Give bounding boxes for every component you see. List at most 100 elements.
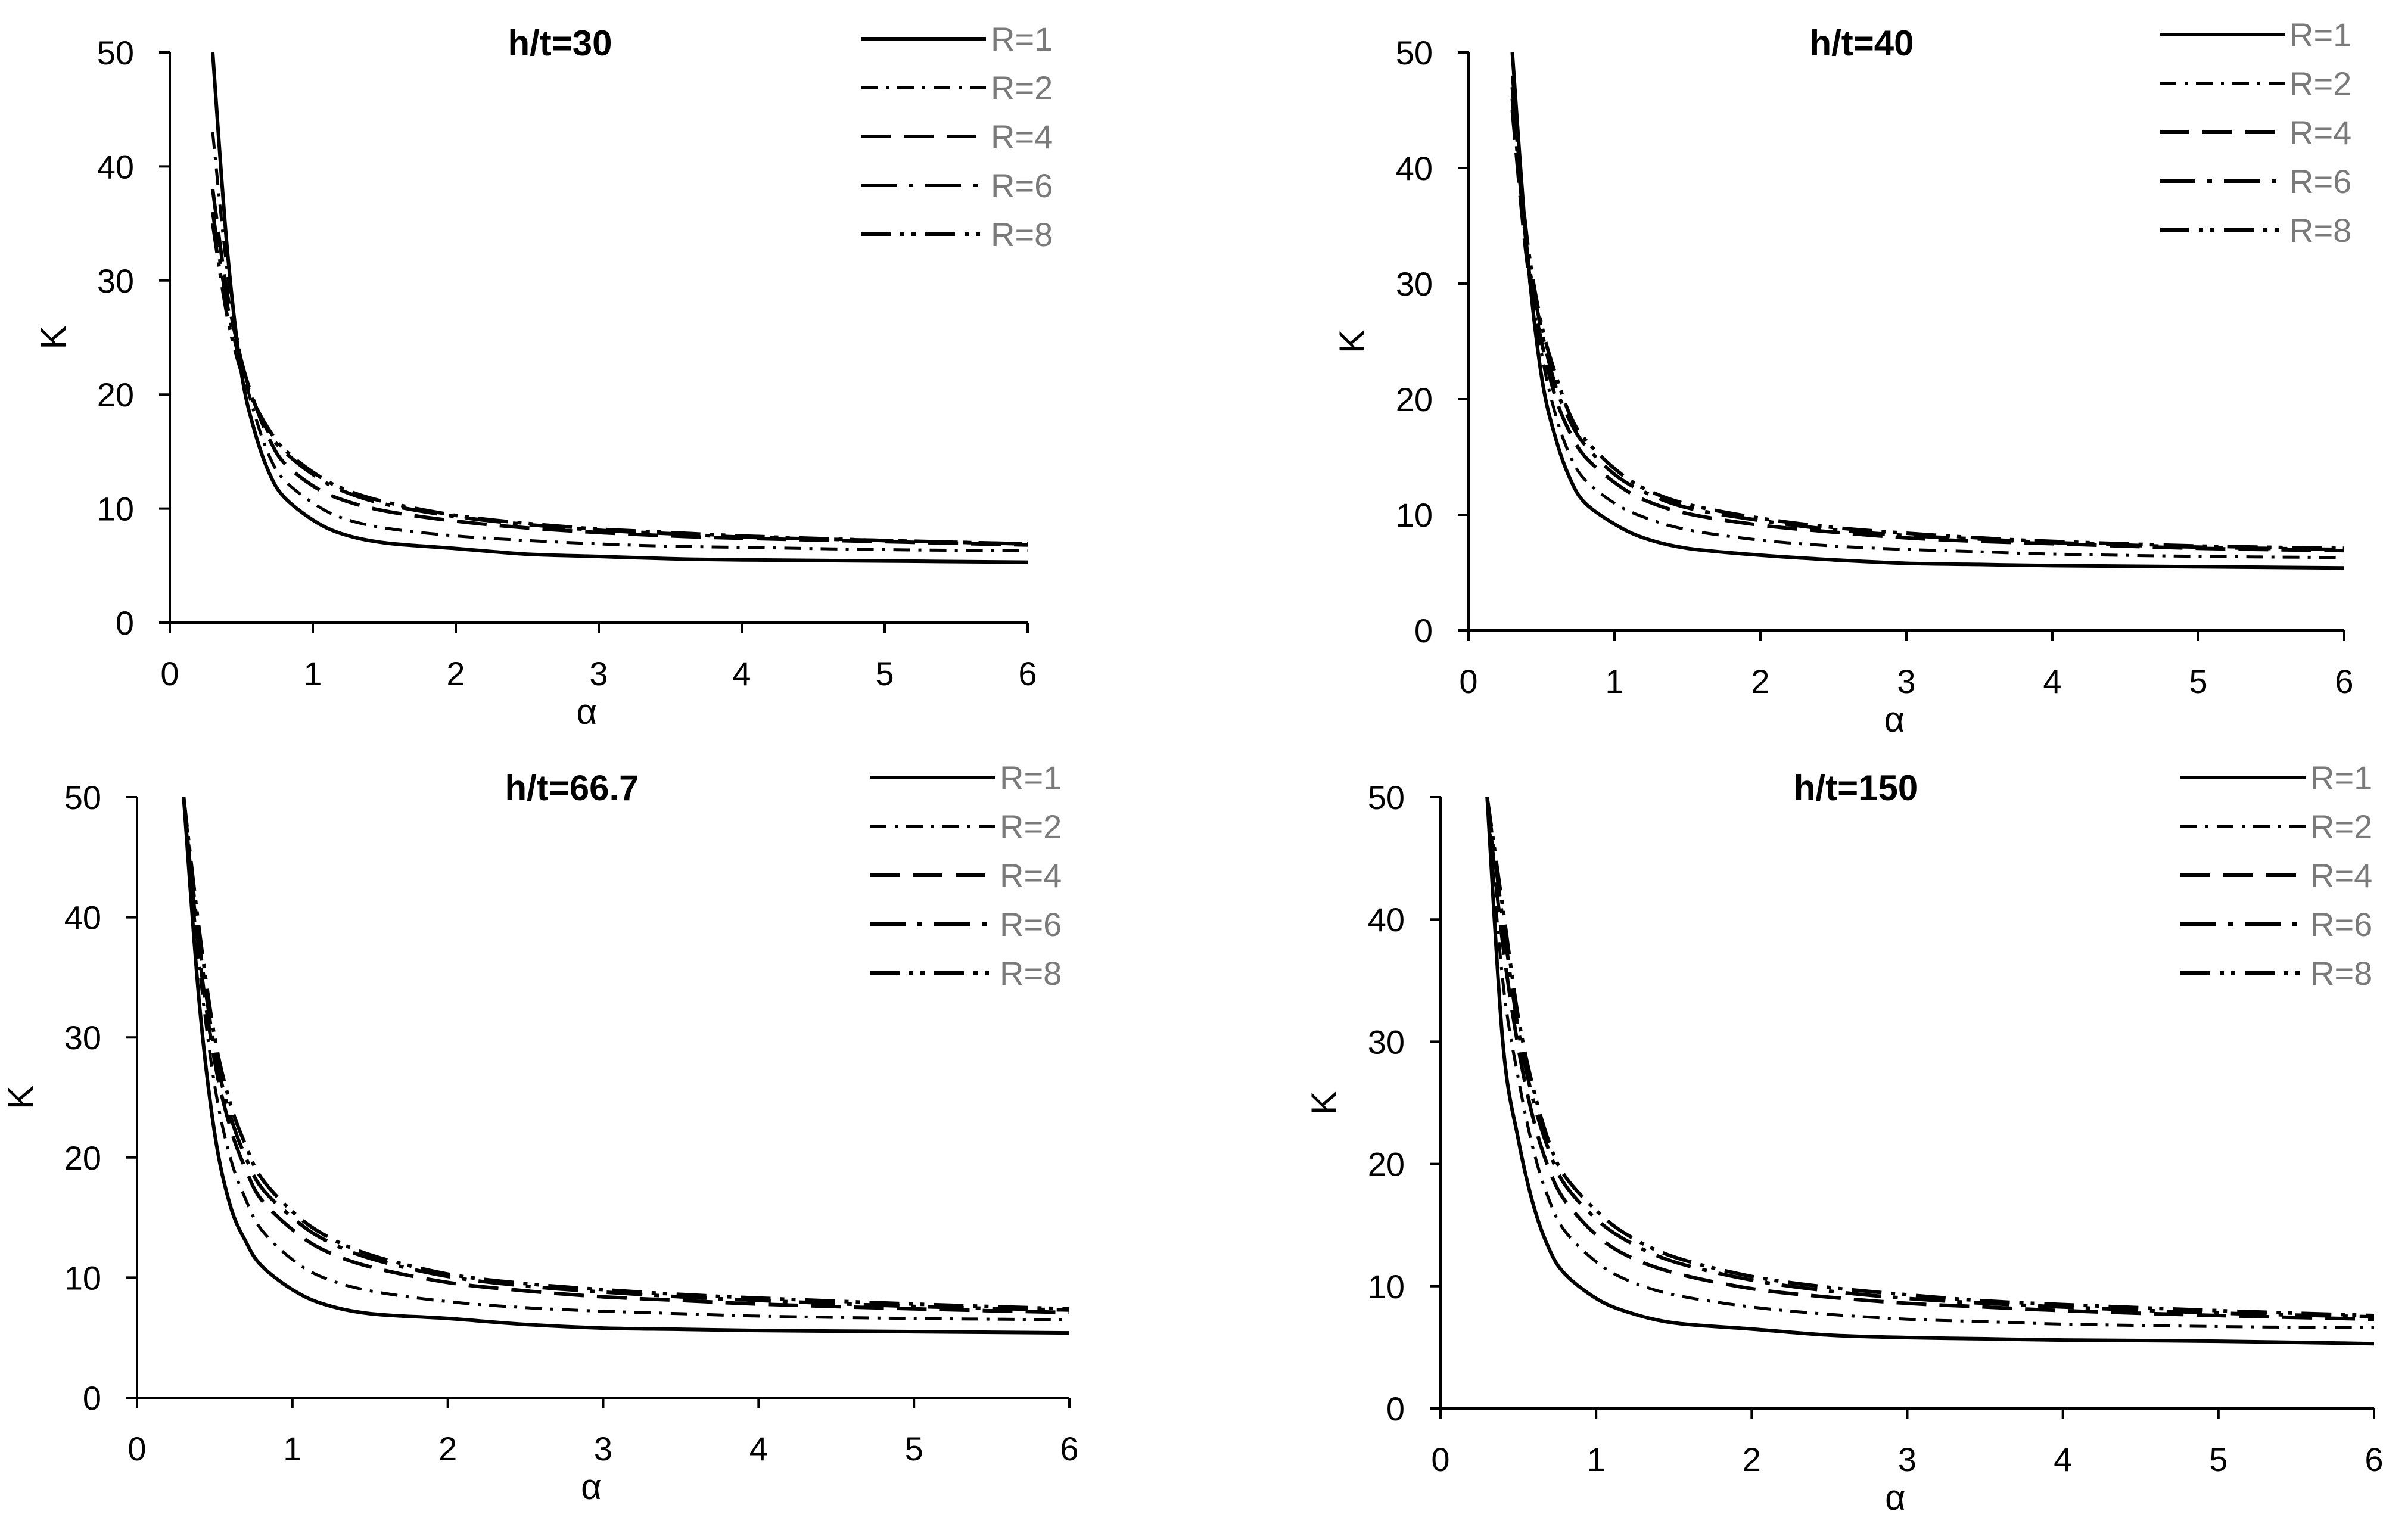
y-tick-label: 20 <box>64 1139 101 1177</box>
series-line-R=2 <box>182 797 1070 1321</box>
series-line-R=8 <box>182 797 1070 1311</box>
y-tick-label: 10 <box>1396 496 1433 534</box>
x-tick-label: 3 <box>1897 663 1915 700</box>
y-tick-label: 20 <box>1368 1146 1405 1183</box>
series-line-R=8 <box>1510 86 2345 551</box>
x-tick-label: 4 <box>2043 663 2061 700</box>
y-tick-label: 20 <box>1396 381 1433 418</box>
legend-label: R=1 <box>2310 759 2372 797</box>
series-group <box>1485 797 2375 1346</box>
y-tick-label: 0 <box>1386 1390 1405 1428</box>
series-line-R=4 <box>182 797 1070 1314</box>
legend: R=1 R=2 R=4 R=6 R=8 <box>2160 16 2351 249</box>
legend-label: R=6 <box>1000 906 1062 943</box>
y-tick-label: 50 <box>97 34 134 71</box>
y-tick-label: 30 <box>1396 265 1433 303</box>
x-tick-label: 4 <box>749 1430 768 1467</box>
x-tick-label: 3 <box>589 655 608 692</box>
x-tick-label: 6 <box>2335 663 2353 700</box>
series-line-R=1 <box>1510 52 2345 570</box>
y-tick-label: 10 <box>97 490 134 528</box>
y-tick-label: 50 <box>1368 779 1405 816</box>
legend-label: R=2 <box>1000 808 1062 845</box>
x-tick-label: 2 <box>1751 663 1769 700</box>
legend-label: R=6 <box>2289 163 2351 200</box>
legend-label: R=8 <box>2289 212 2351 249</box>
y-tick-label: 0 <box>1414 612 1433 649</box>
x-tick-label: 0 <box>1431 1441 1449 1478</box>
legend-label: R=2 <box>2289 65 2351 102</box>
series-line-R=8 <box>1485 797 2375 1317</box>
y-tick-label: 40 <box>1368 901 1405 938</box>
y-axis-label: K <box>1304 1091 1344 1115</box>
y-axis-label: K <box>1 1086 41 1109</box>
series-line-R=6 <box>211 212 1028 546</box>
series-line-R=1 <box>182 797 1070 1335</box>
y-tick-label: 10 <box>1368 1268 1405 1305</box>
series-line-R=2 <box>1511 75 2345 559</box>
legend-label: R=1 <box>1000 759 1062 797</box>
x-tick-label: 1 <box>1587 1441 1606 1478</box>
y-tick-label: 30 <box>64 1019 101 1056</box>
y-axis-label: K <box>1332 329 1372 353</box>
y-tick-label: 30 <box>1368 1023 1405 1061</box>
legend-label: R=8 <box>2310 954 2372 992</box>
legend: R=1 R=2 R=4 R=6 R=8 <box>2180 759 2372 992</box>
x-tick-label: 3 <box>1898 1441 1917 1478</box>
x-tick-label: 5 <box>2209 1441 2227 1478</box>
x-axis-label: α <box>577 692 598 732</box>
x-tick-label: 0 <box>1459 663 1477 700</box>
series-line-R=2 <box>211 132 1028 552</box>
series-line-R=8 <box>211 223 1028 546</box>
chart-title: h/t=150 <box>1794 768 1918 808</box>
series-group <box>1510 52 2345 570</box>
legend-label: R=4 <box>991 118 1053 156</box>
x-tick-label: 2 <box>1743 1441 1761 1478</box>
x-tick-label: 2 <box>446 655 465 692</box>
series-line-R=6 <box>1510 98 2345 552</box>
x-tick-label: 5 <box>2189 663 2207 700</box>
legend-label: R=4 <box>2310 857 2372 894</box>
x-tick-label: 4 <box>732 655 751 692</box>
x-tick-label: 5 <box>905 1430 923 1467</box>
chart-panel-3: 0 10 20 30 40 50 0 1 2 3 4 5 6 α Kh/t=66.7 R=1 R=2 R=4 R=6… <box>1 759 1079 1507</box>
x-tick-label: 3 <box>594 1430 612 1467</box>
series-line-R=1 <box>1485 797 2375 1346</box>
x-tick-label: 1 <box>1605 663 1623 700</box>
series-group <box>211 52 1028 564</box>
chart-title: h/t=30 <box>508 23 612 63</box>
legend: R=1 R=2 R=4 R=6 R=8 <box>861 20 1053 253</box>
x-tick-label: 6 <box>2365 1441 2383 1478</box>
y-tick-label: 10 <box>64 1259 101 1296</box>
x-tick-label: 0 <box>160 655 179 692</box>
legend-label: R=6 <box>991 167 1053 204</box>
series-group <box>182 797 1070 1335</box>
x-tick-label: 2 <box>438 1430 457 1467</box>
y-tick-label: 40 <box>1396 150 1433 187</box>
legend-label: R=1 <box>2289 16 2351 54</box>
x-axis-label: α <box>581 1467 602 1507</box>
legend-label: R=2 <box>991 69 1053 107</box>
series-line-R=4 <box>211 189 1028 547</box>
y-tick-label: 20 <box>97 376 134 413</box>
y-tick-label: 40 <box>64 899 101 937</box>
y-tick-label: 40 <box>97 148 134 185</box>
x-tick-label: 1 <box>283 1430 301 1467</box>
legend-label: R=4 <box>1000 857 1062 894</box>
legend-label: R=6 <box>2310 906 2372 943</box>
chart-title: h/t=40 <box>1809 23 1914 63</box>
y-tick-label: 0 <box>116 604 134 642</box>
legend-label: R=8 <box>1000 954 1062 992</box>
y-axis-label: K <box>33 325 73 349</box>
series-line-R=4 <box>1485 797 2375 1321</box>
x-tick-label: 4 <box>2054 1441 2072 1478</box>
x-tick-label: 5 <box>875 655 894 692</box>
x-tick-label: 6 <box>1060 1430 1078 1467</box>
legend-label: R=4 <box>2289 114 2351 151</box>
chart-title: h/t=66.7 <box>505 768 639 808</box>
series-line-R=6 <box>182 797 1070 1312</box>
